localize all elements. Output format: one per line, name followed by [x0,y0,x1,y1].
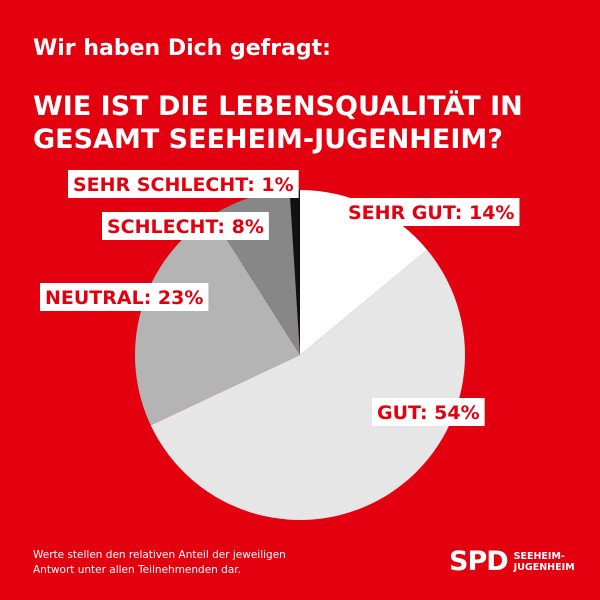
pie-label-schlecht: SCHLECHT: 8% [102,212,269,240]
footnote-line-1: Werte stellen den relativen Anteil der j… [33,549,286,561]
svg-text:SEHR GUT: 14%: SEHR GUT: 14% [348,202,514,224]
svg-text:SEHR SCHLECHT: 1%: SEHR SCHLECHT: 1% [73,174,294,196]
logo-location-line-1: SEEHEIM- [513,551,565,562]
pie-slice-sehr-schlecht [289,190,300,355]
svg-text:NEUTRAL: 23%: NEUTRAL: 23% [45,287,203,309]
pie-slice-sehr-gut [300,190,428,355]
pie-label-sehr-schlecht: SEHR SCHLECHT: 1% [68,170,299,198]
footnote: Werte stellen den relativen Anteil der j… [33,548,353,578]
question-title: WIE IST DIE LEBENSQUALITÄT IN GESAMT SEE… [33,90,523,156]
logo-spd-text: SPD [449,546,509,577]
svg-text:SCHLECHT: 8%: SCHLECHT: 8% [107,216,264,238]
logo-location: SEEHEIM- JUGENHEIM [514,551,575,573]
logo-location-line-2: JUGENHEIM [513,562,575,573]
question-line-2: GESAMT SEEHEIM-JUGENHEIM? [33,124,503,155]
intro-heading: Wir haben Dich gefragt: [33,36,331,61]
svg-text:GUT: 54%: GUT: 54% [377,402,480,424]
pie-slice-neutral [135,215,300,426]
pie-label-sehr-gut: SEHR GUT: 14% [343,198,520,226]
pie-label-neutral: NEUTRAL: 23% [40,283,209,311]
pie-label-gut: GUT: 54% [372,398,485,426]
pie-slice-gut [150,249,466,521]
footnote-line-2: Antwort unter allen Teilnehmenden dar. [33,564,241,576]
spd-logo: SPD SEEHEIM- JUGENHEIM [449,547,575,577]
question-line-1: WIE IST DIE LEBENSQUALITÄT IN [33,91,523,122]
